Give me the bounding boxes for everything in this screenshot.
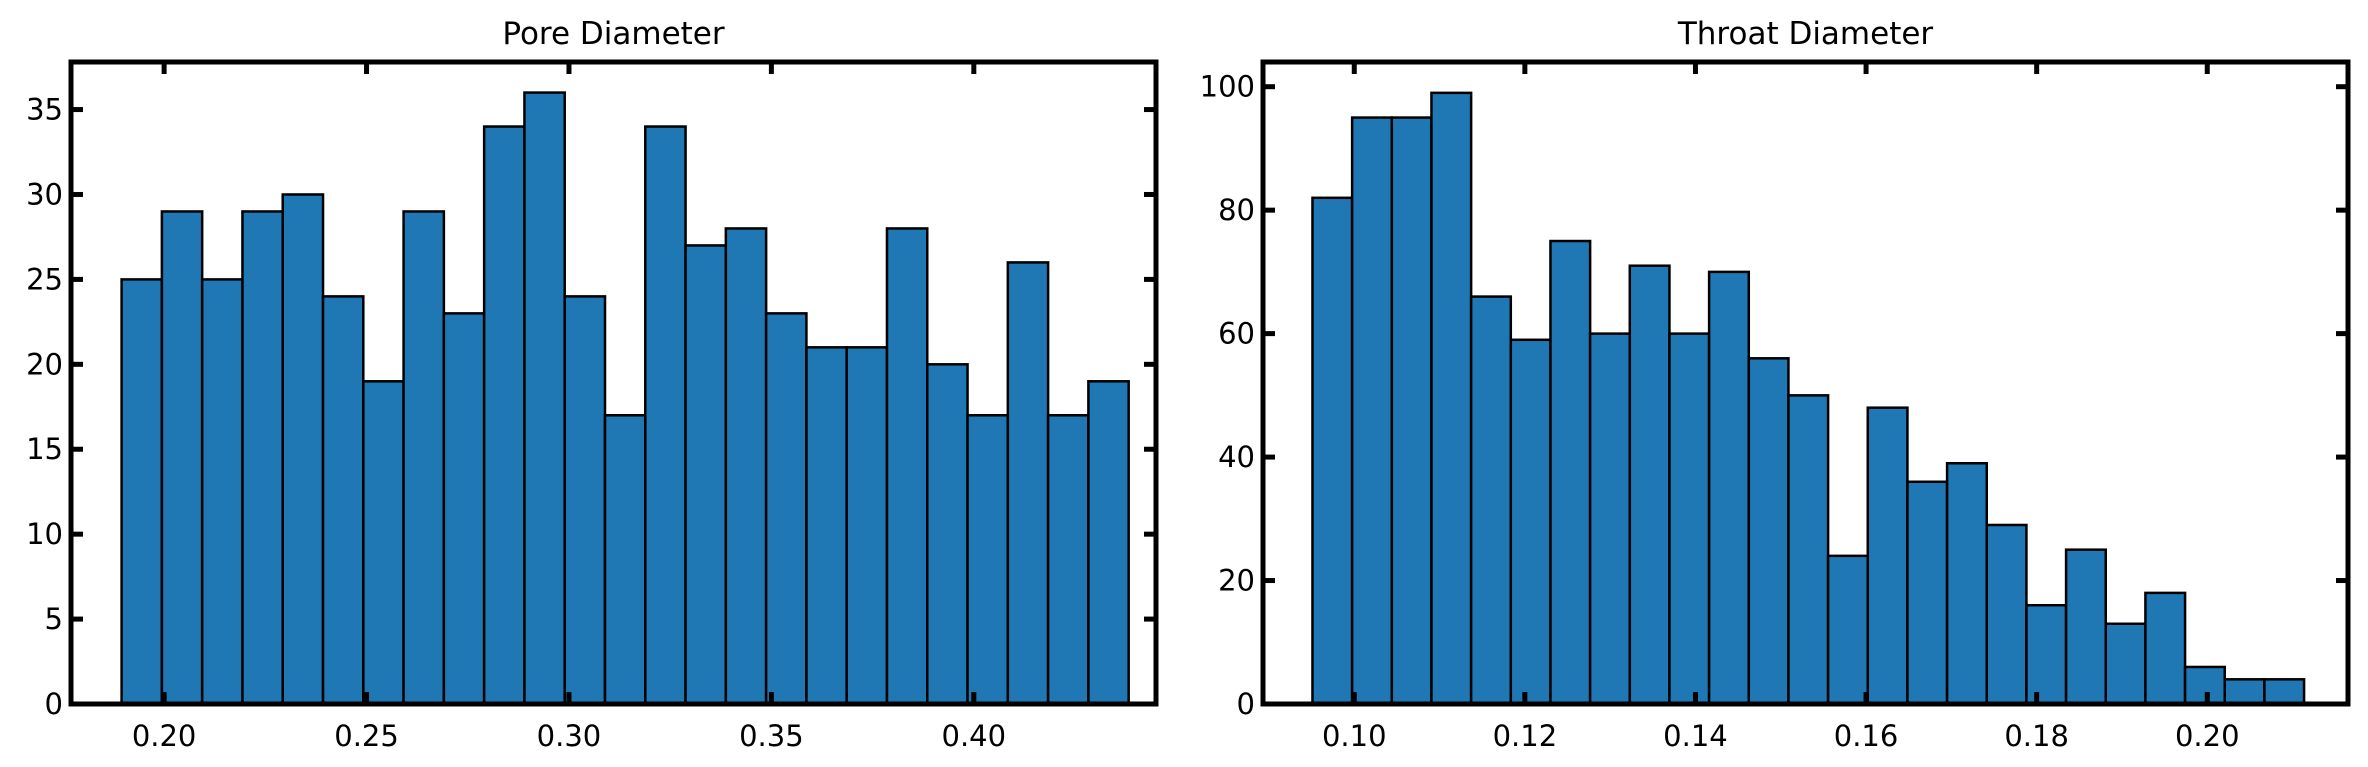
x-tick-label: 0.40: [942, 719, 1007, 753]
x-tick-label: 0.35: [739, 719, 804, 753]
y-tick-label: 15: [26, 432, 63, 466]
histogram-bar: [1826, 554, 1870, 706]
histogram-bar: [724, 227, 768, 706]
x-tick-label: 0.18: [2004, 719, 2069, 753]
y-tick-label: 80: [1218, 193, 1255, 227]
histogram-bar: [1509, 338, 1552, 706]
pore-diameter-histogram: Pore Diameter 0.20 0.25 0.30 0.35 0.40 0 5 10 15…: [26, 16, 1159, 753]
histogram-bar: [764, 312, 808, 706]
histogram-bar: [1707, 270, 1751, 706]
histogram-bar: [1588, 332, 1632, 706]
x-tick-label: 0.25: [334, 719, 399, 753]
plot-frame: [1260, 59, 2351, 707]
histogram-bar: [523, 91, 566, 706]
y-tick-label: 20: [26, 347, 63, 381]
x-tick-label: 0.12: [1493, 719, 1558, 753]
bars: [1311, 91, 2306, 706]
histogram-bar: [2223, 678, 2266, 706]
histogram-bar: [362, 380, 405, 706]
histogram-bar: [1006, 261, 1050, 706]
histogram-bar: [1549, 239, 1592, 706]
y-tick-label: 100: [1200, 70, 1255, 104]
throat-diameter-histogram: Throat Diameter 0.10 0.12 0.14 0.16 0.18 0.20…: [1200, 16, 2351, 753]
tick-labels: 0.20 0.25 0.30 0.35 0.40 0 5 10 15 20 25 30 35: [26, 93, 1006, 753]
histogram-bar: [1350, 116, 1394, 706]
x-tick-label: 0.20: [132, 719, 197, 753]
histogram-bar: [603, 414, 647, 706]
histogram-bar: [1945, 462, 1989, 706]
histogram-bar: [241, 210, 284, 706]
y-tick-label: 0: [1237, 687, 1255, 721]
histogram-bar: [2263, 678, 2306, 706]
plot-frame: [68, 59, 1159, 707]
histogram-bar: [1430, 91, 1473, 706]
histogram-bar: [1787, 394, 1830, 706]
y-tick-label: 25: [26, 262, 63, 296]
histogram-bar: [966, 414, 1010, 706]
histogram-bar: [200, 278, 244, 706]
histogram-bar: [845, 346, 889, 706]
x-tick-label: 0.14: [1663, 719, 1728, 753]
histogram-bar: [1087, 380, 1130, 706]
histogram-bar: [1985, 523, 2028, 706]
histogram-bar: [1311, 196, 1354, 706]
histogram-bar: [482, 125, 526, 706]
x-tick-label: 0.10: [1322, 719, 1387, 753]
histogram-bar: [281, 193, 325, 706]
histogram-bar: [644, 125, 687, 706]
bars: [120, 91, 1130, 706]
histogram-bar: [885, 227, 929, 706]
histogram-bar: [1390, 116, 1433, 706]
y-tick-label: 10: [26, 517, 63, 551]
x-tick-label: 0.20: [2175, 719, 2240, 753]
x-tick-label: 0.16: [1834, 719, 1899, 753]
histogram-bar: [160, 210, 204, 706]
histogram-bar: [1906, 480, 1949, 706]
histogram-bar: [2064, 548, 2108, 706]
histogram-bar: [2025, 603, 2068, 706]
tick-labels: 0.10 0.12 0.14 0.16 0.18 0.20 0 20 40 60 80 100: [1200, 70, 2240, 753]
histogram-bar: [1747, 357, 1790, 706]
x-tick-label: 0.30: [537, 719, 602, 753]
histogram-bar: [402, 210, 446, 706]
histogram-bar: [563, 295, 607, 706]
y-tick-label: 0: [45, 687, 63, 721]
y-tick-label: 30: [26, 177, 63, 211]
chart-title: Throat Diameter: [1677, 16, 1934, 52]
y-tick-label: 60: [1218, 317, 1255, 351]
histogram-bar: [442, 312, 486, 706]
y-tick-label: 20: [1218, 564, 1255, 598]
histogram-bar: [1046, 414, 1090, 706]
histogram-bar: [120, 278, 164, 706]
histogram-bar: [1866, 406, 1909, 706]
histogram-bar: [2144, 591, 2187, 706]
y-tick-label: 35: [26, 93, 63, 127]
histogram-bar: [926, 363, 969, 706]
y-tick-label: 40: [1218, 440, 1255, 474]
histogram-bar: [1628, 264, 1671, 706]
chart-title: Pore Diameter: [502, 16, 725, 52]
histogram-bar: [684, 244, 728, 706]
y-tick-label: 5: [45, 602, 63, 636]
histogram-bar: [1668, 332, 1711, 706]
histogram-bar: [1469, 295, 1513, 706]
histogram-bar: [2104, 622, 2147, 706]
histogram-bar: [321, 295, 365, 706]
histogram-bar: [805, 346, 848, 706]
